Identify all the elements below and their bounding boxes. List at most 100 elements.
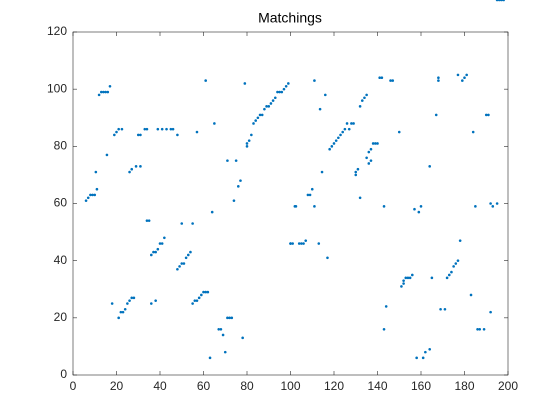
point [495,0,499,2]
point [458,239,462,242]
point [354,170,358,174]
point [228,316,231,320]
y-tick-label: 120 [47,24,67,38]
point [180,222,184,225]
x-tick-label: 140 [367,379,387,393]
point [197,296,201,300]
point [365,93,368,97]
point [230,316,234,320]
point [113,133,116,137]
point [243,82,247,85]
point [478,327,482,331]
point [489,310,492,314]
point [119,310,123,314]
point [391,79,395,82]
point [156,247,160,251]
point [415,356,418,360]
point [450,270,453,274]
point [260,113,264,117]
point [108,85,112,88]
x-tick-label: 160 [411,379,431,393]
point [463,76,466,80]
point [269,102,273,105]
point [234,159,238,162]
point [254,119,257,122]
point [130,167,134,171]
point [294,205,298,208]
point [324,93,327,97]
point [160,242,164,245]
point [411,273,414,277]
point [117,316,120,320]
plot-area [72,31,509,376]
point [219,327,223,331]
point [445,276,449,280]
point [208,356,212,360]
point [367,150,371,154]
point [263,107,266,111]
point [437,79,440,82]
point [176,267,179,271]
point [498,0,501,2]
point [171,127,175,131]
point [358,105,362,108]
point [439,307,442,311]
point [289,242,292,245]
point [265,105,268,108]
point [363,96,366,100]
point [282,87,286,91]
point [117,127,120,131]
point [360,99,364,102]
point [332,142,336,145]
point [471,130,475,134]
point [126,302,129,305]
point [300,242,303,245]
point [195,299,199,302]
point [413,207,416,211]
point [150,302,153,305]
point [120,127,124,131]
point [154,299,157,302]
point [447,273,451,277]
point [169,127,173,131]
point [369,159,373,162]
point [143,127,147,131]
point [437,76,440,80]
point [84,199,88,202]
point [482,327,486,331]
point [474,205,477,208]
chart-title: Matchings [258,10,322,26]
point [465,73,468,77]
point [326,256,329,260]
point [104,90,107,94]
point [156,127,160,131]
point [152,250,155,254]
point [150,253,153,257]
point [163,236,166,240]
y-tick-label: 40 [54,253,68,267]
point [93,193,97,197]
point [106,90,110,94]
point [310,187,314,191]
point [204,290,207,294]
point [115,130,118,134]
point [358,196,362,200]
point [304,239,308,242]
point [97,93,101,97]
point [252,122,255,125]
point [428,165,432,168]
point [186,253,190,257]
point [267,105,271,108]
point [376,142,379,145]
point [430,276,434,280]
point [102,90,105,94]
point [443,307,447,311]
y-tick-label: 100 [47,81,67,95]
point [367,162,371,165]
point [123,307,127,311]
point [371,142,375,145]
point [160,127,164,131]
point [130,296,134,300]
point [330,145,334,148]
point [95,187,99,191]
